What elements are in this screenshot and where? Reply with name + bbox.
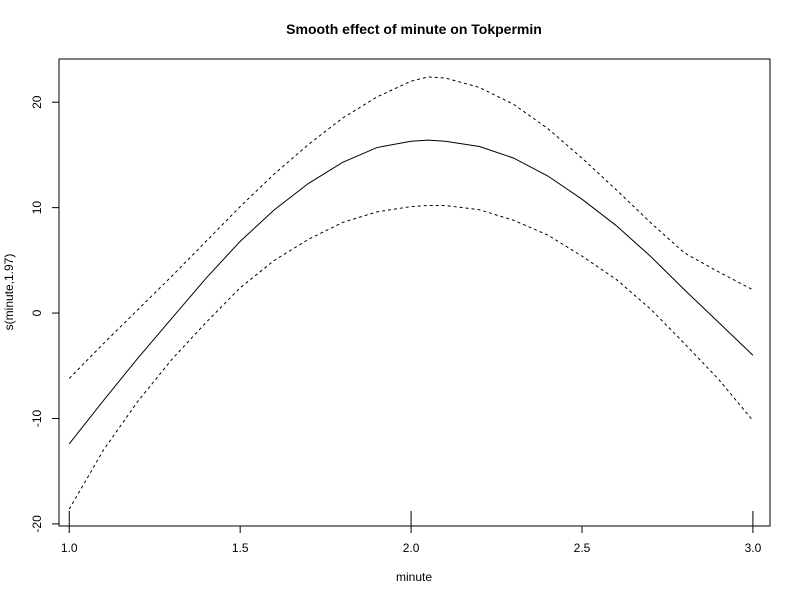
- x-axis: 1.0 1.5 2.0 2.5 3.0: [61, 525, 762, 555]
- plot-frame: [58, 58, 771, 527]
- x-tick-label: 1.5: [232, 541, 249, 555]
- x-tick-label: 2.5: [574, 541, 591, 555]
- y-tick-label: 0: [30, 309, 44, 316]
- smooth-estimate-line: [68, 139, 754, 445]
- x-axis-label: minute: [396, 570, 432, 584]
- y-axis-label: s(minute,1.97): [2, 254, 16, 331]
- rug-layer: [68, 511, 754, 526]
- x-tick-label: 2.0: [403, 541, 420, 555]
- lower-confidence-band: [68, 205, 754, 510]
- y-tick-label: -10: [30, 409, 44, 427]
- x-tick-label: 1.0: [61, 541, 78, 555]
- x-tick-label: 3.0: [745, 541, 762, 555]
- y-tick-label: 10: [30, 201, 44, 215]
- y-tick-label: -20: [30, 515, 44, 533]
- y-tick-label: 20: [30, 95, 44, 109]
- series-layer: [68, 76, 754, 510]
- y-axis: -20 -10 0 10 20: [30, 95, 60, 533]
- upper-confidence-band: [68, 76, 754, 379]
- chart-title: Smooth effect of minute on Tokpermin: [286, 21, 542, 37]
